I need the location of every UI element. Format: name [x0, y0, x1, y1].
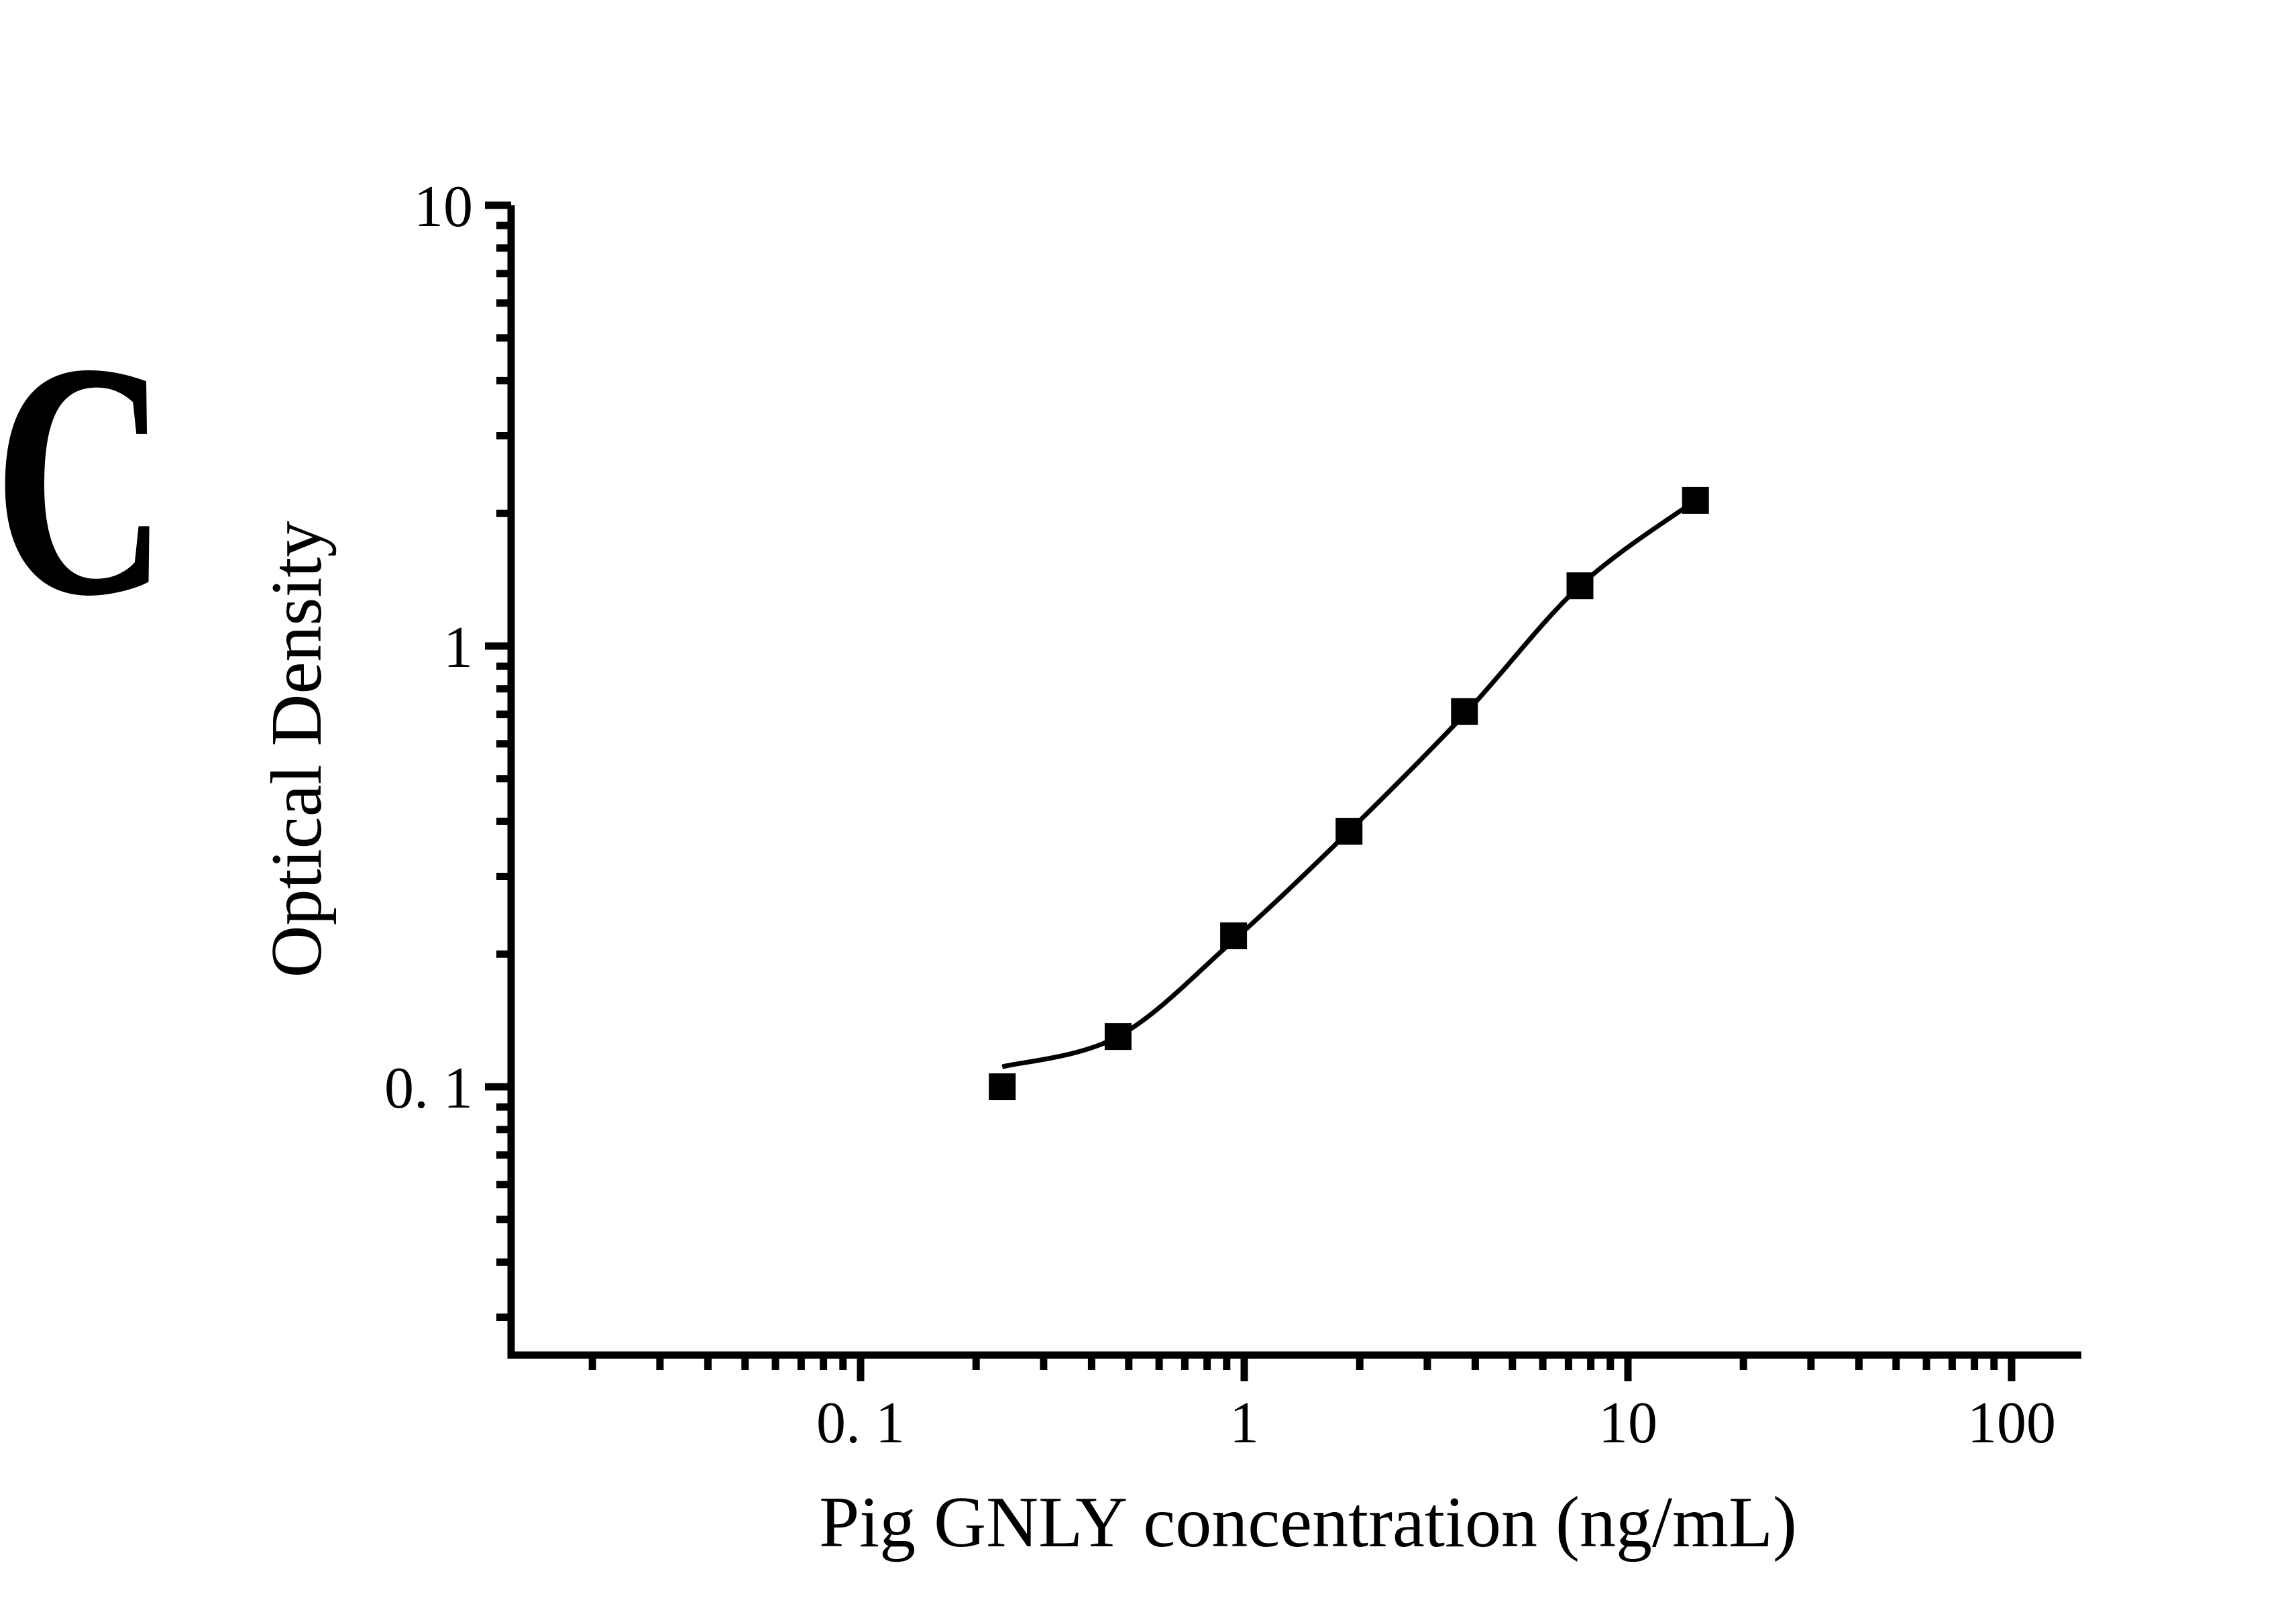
x-tick-label: 0. 1: [816, 1391, 905, 1456]
data-point-marker: [989, 1073, 1016, 1100]
y-axis-ticks: [485, 201, 511, 1321]
data-point-marker: [1566, 572, 1594, 600]
y-axis-title: Optical Density: [257, 521, 337, 978]
y-tick-label: 0. 1: [384, 1056, 473, 1121]
y-axis-tick-labels: 0. 1 1 10: [384, 174, 473, 1121]
x-tick-label: 10: [1598, 1391, 1657, 1456]
data-points: [989, 486, 1709, 1100]
y-tick-label: 10: [414, 174, 473, 239]
data-point-marker: [1682, 486, 1709, 514]
x-tick-label: 1: [1229, 1391, 1259, 1456]
x-axis-title: Pig GNLY concentration (ng/mL): [819, 1483, 1797, 1562]
x-axis-tick-labels: 0. 1 1 10 100: [816, 1391, 2056, 1456]
data-point-marker: [1335, 818, 1363, 845]
data-point-marker: [1104, 1023, 1132, 1051]
x-tick-label: 100: [1967, 1391, 2056, 1456]
panel-label: C: [0, 295, 168, 665]
data-point-marker: [1220, 922, 1248, 949]
y-tick-label: 1: [443, 615, 473, 680]
x-axis-ticks: [588, 1355, 2016, 1381]
plot-axes: [507, 205, 2081, 1359]
data-point-marker: [1451, 698, 1478, 725]
